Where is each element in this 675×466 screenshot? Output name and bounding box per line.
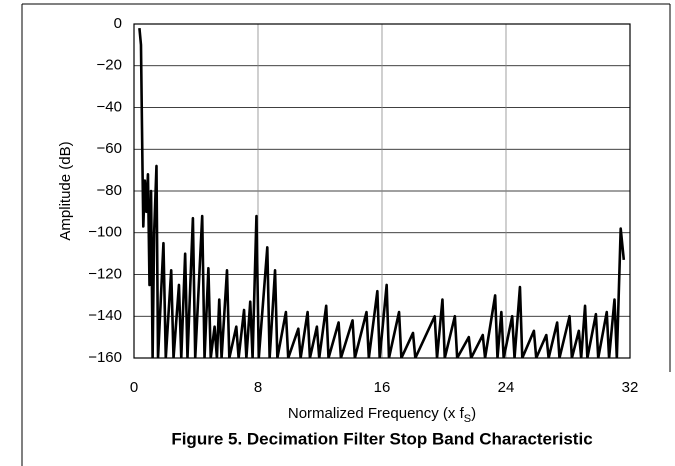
y-tick-label: −140 — [88, 307, 122, 324]
y-axis-label: Amplitude (dB) — [57, 141, 74, 240]
x-tick-label: 32 — [622, 379, 639, 396]
y-tick-label: −20 — [97, 57, 122, 74]
series-line — [138, 28, 626, 358]
labels: 0 −20 −40 −60 −80 −100 −120 −140 −160 0 8 16 24 32 — [88, 15, 638, 396]
y-tick-label: −80 — [97, 182, 122, 199]
x-tick-label: 16 — [374, 379, 391, 396]
x-axis-label: Normalized Frequency (x fS) — [288, 405, 476, 425]
y-tick-label: −160 — [88, 349, 122, 366]
x-tick-label: 8 — [254, 379, 262, 396]
y-tick-label: −60 — [97, 140, 122, 157]
y-tick-label: −120 — [88, 265, 122, 282]
plot — [138, 28, 626, 358]
x-label-sub: S — [464, 413, 471, 425]
y-tick-label: −40 — [97, 98, 122, 115]
x-label-end: ) — [471, 405, 476, 422]
y-tick-label: −100 — [88, 224, 122, 241]
x-tick-label: 0 — [130, 379, 138, 396]
y-tick-label: 0 — [114, 15, 122, 32]
x-tick-label: 24 — [498, 379, 515, 396]
plot-border — [133, 23, 631, 359]
chart-title: Figure 5. Decimation Filter Stop Band Ch… — [171, 429, 592, 448]
x-label-main: Normalized Frequency (x f — [288, 405, 465, 422]
